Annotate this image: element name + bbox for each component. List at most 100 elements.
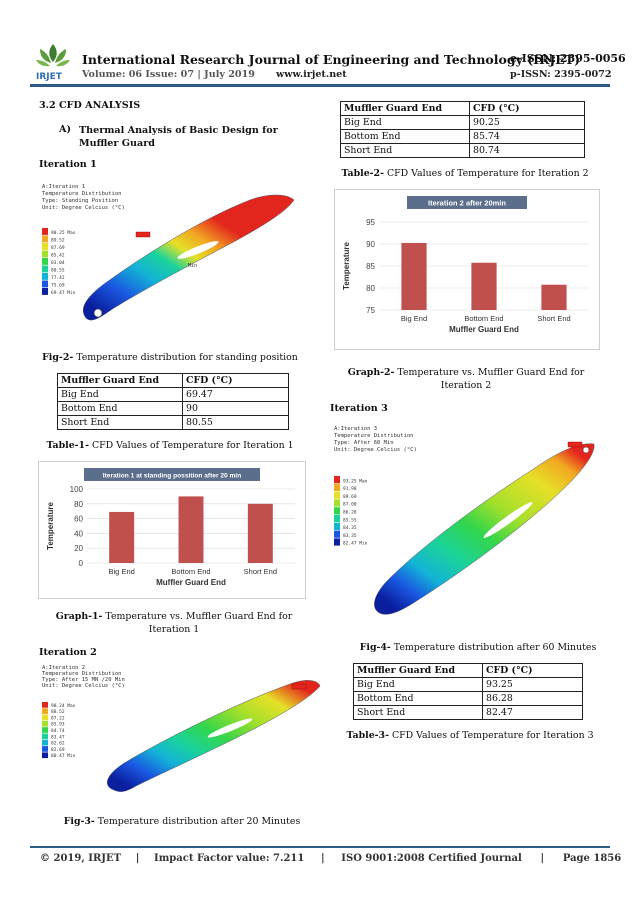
legend-swatch: [42, 288, 48, 295]
table-cell: 85.74: [469, 129, 585, 144]
legend-swatch: [334, 476, 340, 484]
iteration1-heading: Iteration 1: [39, 159, 97, 170]
subsection-label: A): [59, 124, 71, 135]
legend-value: 85.42: [51, 253, 65, 259]
x-tick-label: Bottom End: [464, 314, 503, 323]
fig4-info-line: Type: After 60 Min: [334, 440, 394, 446]
table-cell: Big End: [353, 677, 483, 692]
table-cell: Bottom End: [340, 129, 470, 144]
x-tick-label: Bottom End: [171, 567, 210, 576]
x-axis-label: Muffler Guard End: [449, 325, 519, 334]
footer: © 2019, IRJET | Impact Factor value: 7.2…: [40, 853, 621, 864]
fig3-info-line: Type: After 15 MN /20 Min: [42, 677, 125, 683]
table3: Muffler Guard End CFD (°C) Big End 93.25 B…: [353, 663, 583, 720]
legend-swatch: [334, 530, 340, 538]
footer-iso: ISO 9001:2008 Certified Journal: [341, 853, 522, 864]
table-cell: 80.74: [469, 143, 585, 158]
pissn: p-ISSN: 2395-0072: [510, 69, 612, 80]
table1-caption-label: Table-1-: [46, 440, 89, 451]
legend-value: 77.42: [51, 275, 65, 281]
fig4-caption-text: Temperature distribution after 60 Minute…: [390, 642, 597, 653]
fig2-caption-label: Fig-2-: [42, 352, 74, 363]
legend-swatch: [334, 499, 340, 507]
legend-swatch: [334, 522, 340, 530]
y-tick-label: 90: [366, 240, 375, 249]
legend-value: 91.98: [343, 486, 357, 492]
table-cell: Big End: [340, 115, 470, 130]
legend-swatch: [42, 714, 48, 721]
table-cell: 93.25: [482, 677, 583, 692]
legend-value: 87.22: [51, 715, 65, 721]
table3-caption-label: Table-3-: [346, 730, 389, 741]
table2: Muffler Guard End CFD (°C) Big End 90.25 B…: [340, 101, 585, 158]
y-tick-label: 0: [79, 559, 84, 568]
legend-value: 90.24 Max: [51, 703, 76, 709]
table-cell: 90: [182, 401, 289, 416]
chart-title-bg: [407, 196, 527, 209]
legend-value: 83.04: [51, 260, 65, 266]
iteration2-heading: Iteration 2: [39, 647, 97, 658]
legend-value: 85.93: [51, 722, 65, 728]
bar: [541, 284, 567, 310]
table-header-cell: Muffler Guard End: [353, 663, 483, 678]
fig4-caption-label: Fig-4-: [359, 642, 391, 653]
x-tick-label: Short End: [537, 314, 570, 323]
table1-caption-text: CFD Values of Temperature for Iteration …: [88, 440, 294, 451]
irjet-logo: [36, 44, 70, 67]
legend-swatch: [42, 235, 48, 243]
svg-text:Min: Min: [188, 263, 197, 269]
legend-swatch: [42, 739, 48, 746]
table-header-cell: CFD (°C): [469, 101, 585, 116]
legend-value: 69.47 Min: [51, 290, 76, 296]
y-axis-label: Temperature: [46, 502, 55, 550]
y-tick-label: 40: [74, 529, 83, 538]
bar: [247, 503, 273, 563]
legend-swatch: [334, 491, 340, 499]
logo-text: IRJET: [36, 72, 62, 82]
table-header-cell: CFD (°C): [482, 663, 583, 678]
legend-swatch: [42, 733, 48, 740]
graph1-chart: Iteration 1 at standing possition after …: [38, 461, 306, 599]
footer-impact: Impact Factor value: 7.211: [154, 853, 305, 864]
graph1-caption: Graph-1- Temperature vs. Muffler Guard E…: [38, 610, 310, 636]
table-cell: Short End: [57, 415, 183, 430]
bar: [401, 242, 427, 310]
graph1-caption-label: Graph-1-: [55, 611, 103, 622]
legend-value: 88.52: [51, 709, 65, 715]
table-cell: Bottom End: [57, 401, 183, 416]
fig2-info-line: Unit: Degree Celcius (°C): [42, 205, 125, 211]
y-tick-label: 75: [366, 306, 375, 315]
fig2-caption-text: Temperature distribution for standing po…: [73, 352, 298, 363]
legend-swatch: [42, 752, 48, 759]
footer-rule: [30, 846, 610, 848]
journal-title: International Research Journal of Engine…: [82, 52, 581, 67]
legend-swatch: [42, 265, 48, 273]
legend-value: 80.47 Min: [51, 753, 76, 759]
legend-swatch: [42, 746, 48, 752]
legend-value: 83.35: [343, 533, 357, 539]
legend-swatch: [334, 507, 340, 515]
legend-swatch: [42, 273, 48, 280]
y-tick-label: 80: [366, 284, 375, 293]
footer-sep: |: [135, 853, 140, 864]
table-header-cell: Muffler Guard End: [340, 101, 470, 116]
legend-swatch: [334, 538, 340, 546]
website-link[interactable]: www.irjet.net: [276, 69, 347, 80]
table-cell: Short End: [340, 143, 470, 158]
legend-value: 84.74: [51, 728, 65, 734]
x-axis-label: Muffler Guard End: [156, 578, 226, 587]
y-tick-label: 100: [70, 485, 84, 494]
footer-sep: |: [320, 853, 325, 864]
legend-value: 86.28: [343, 510, 357, 516]
fig4-info-line: Unit: Degree Celcius (°C): [334, 447, 417, 453]
legend-value: 87.69: [51, 245, 65, 251]
fig2-caption: Fig-2- Temperature distribution for stan…: [40, 352, 300, 363]
y-axis-label: Temperature: [342, 242, 351, 290]
table2-caption-text: CFD Values of Temperature for Iteration …: [383, 168, 589, 179]
fig3-caption-label: Fig-3-: [63, 816, 95, 827]
legend-swatch: [42, 258, 48, 265]
table-cell: Big End: [57, 387, 183, 402]
iteration3-heading: Iteration 3: [330, 403, 388, 414]
footer-page: Page 1856: [562, 853, 622, 864]
graph1-caption-text: Temperature vs. Muffler Guard End for It…: [102, 611, 293, 635]
